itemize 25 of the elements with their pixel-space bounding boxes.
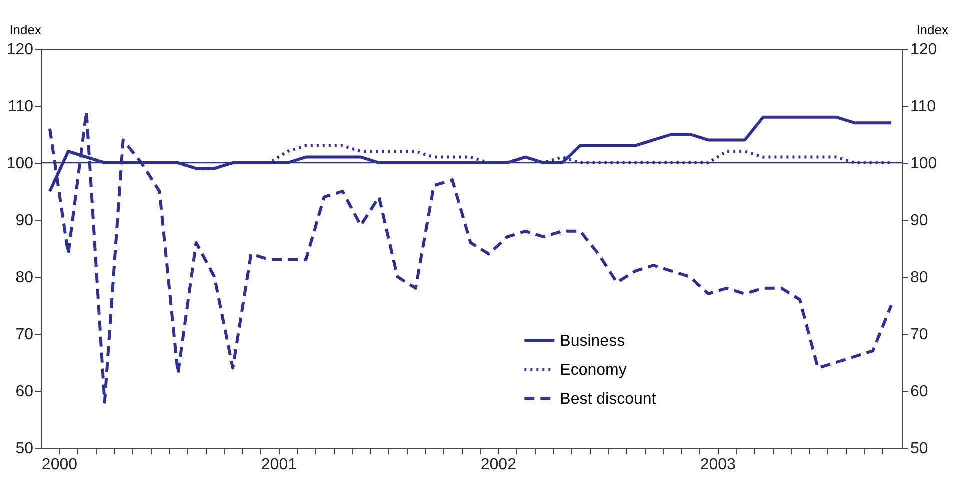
y-tick-label: 100	[6, 156, 34, 172]
x-tick-label: 2003	[700, 456, 736, 474]
legend-label: Business	[560, 332, 626, 350]
x-tick-label: 2000	[42, 456, 78, 474]
y2-tick-label: 110	[910, 98, 936, 116]
x-tick-label: 2001	[261, 456, 298, 474]
y-tick-label: 90	[16, 212, 34, 230]
y2-tick-label: 120	[910, 42, 938, 58]
y-tick-label: 50	[16, 440, 34, 458]
y2-tick-label: 80	[910, 270, 928, 286]
y-tick-label: 70	[16, 326, 34, 344]
legend-label: Economy	[560, 362, 627, 379]
y2-tick-label: 60	[910, 384, 928, 400]
x-tick-label: 2002	[480, 456, 517, 474]
y-tick-label: 110	[8, 98, 34, 116]
y2-tick-label: 50	[910, 440, 928, 458]
y-tick-label: 120	[6, 42, 34, 58]
y2-axis-title: Index	[916, 22, 949, 38]
legend-label: Best discount	[560, 390, 657, 408]
y2-tick-label: 90	[910, 212, 928, 230]
y-tick-label: 80	[16, 270, 34, 286]
y2-tick-label: 100	[910, 156, 938, 172]
y-axis-title: Index	[10, 22, 42, 38]
y-tick-label: 60	[16, 384, 34, 400]
y2-tick-label: 70	[910, 326, 928, 344]
